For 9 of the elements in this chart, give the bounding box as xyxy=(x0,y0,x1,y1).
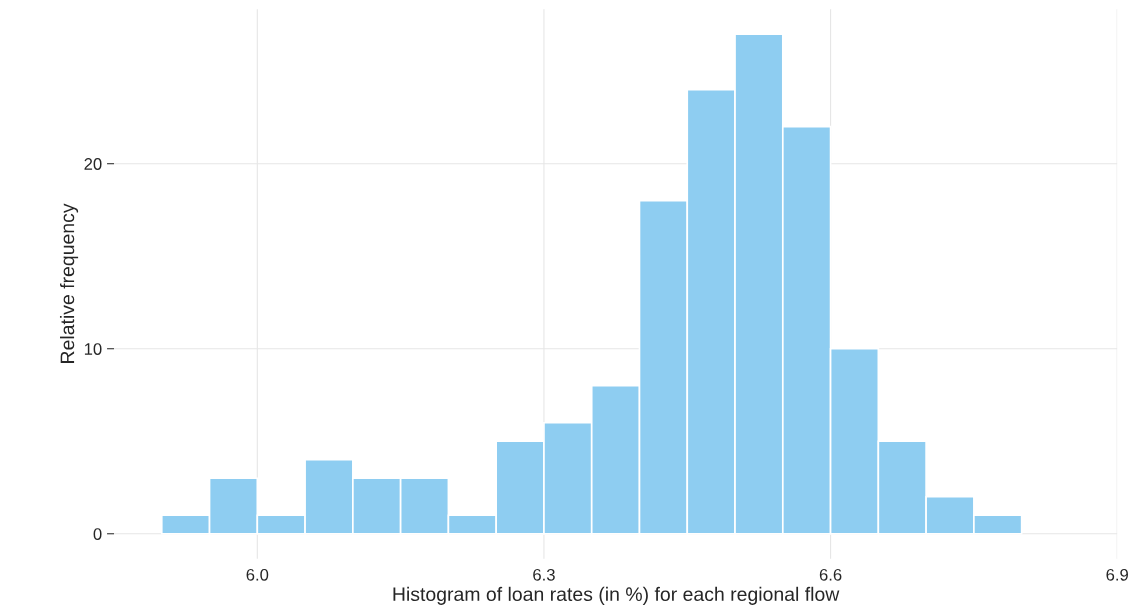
x-tick-label: 6.0 xyxy=(246,568,269,581)
x-axis-title: Histogram of loan rates (in %) for each regional flow xyxy=(393,586,840,605)
x-tick-label: 6.9 xyxy=(1106,568,1128,581)
x-tick-label: 6.3 xyxy=(533,568,555,581)
x-tick-label: 6.6 xyxy=(819,568,842,581)
y-tick-label: 20 xyxy=(84,158,102,170)
y-tick-label: 10 xyxy=(84,343,102,355)
y-axis-title: Relative frequency xyxy=(59,203,79,363)
y-tick-label: 0 xyxy=(93,528,102,540)
